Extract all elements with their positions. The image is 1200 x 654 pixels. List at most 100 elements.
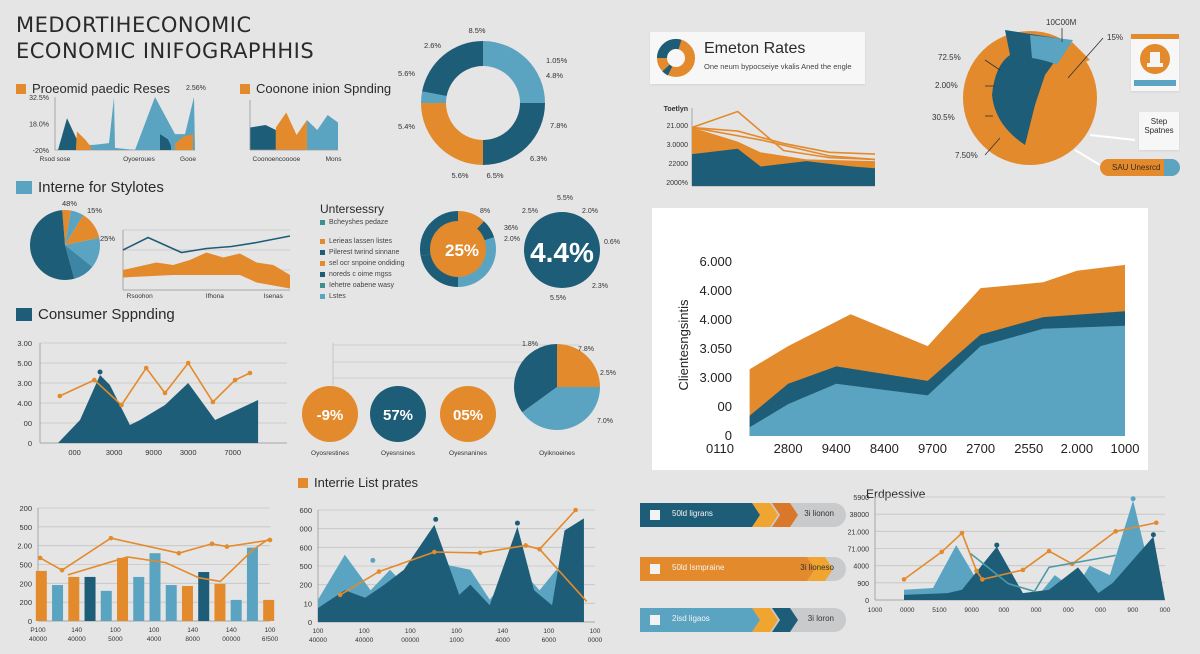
legend-label: Lstes	[329, 293, 346, 300]
donut-icon	[656, 38, 695, 77]
data-label: 2.5%	[522, 208, 538, 215]
leader-line	[1074, 149, 1101, 166]
area-series	[160, 134, 171, 150]
center-value: 4.4%	[530, 237, 594, 268]
data-point	[514, 520, 520, 526]
data-label: 5.5%	[550, 295, 566, 302]
data-label: 72.5%	[938, 53, 961, 62]
y-tick-label: 600	[299, 543, 312, 552]
data-point	[92, 377, 97, 383]
pill-label: SAU Unesrcd	[1112, 163, 1161, 172]
arrow-label: 2isd ligaos	[672, 614, 710, 623]
data-label: 7.8%	[550, 121, 567, 130]
data-label: 2.00%	[935, 81, 958, 90]
section-label: Coonone inion Spnding	[256, 81, 392, 96]
donut-center	[430, 221, 486, 277]
x-tick-label: 9000	[964, 607, 979, 614]
data-label: 10C00M	[1046, 18, 1077, 27]
data-point	[1130, 496, 1136, 502]
bar	[246, 547, 258, 621]
pie-slice	[1050, 42, 1090, 75]
kpi-value: 05%	[453, 407, 483, 424]
pie-slice	[30, 210, 75, 280]
leader-line	[1067, 37, 1104, 79]
y-tick-label: 10	[304, 599, 312, 608]
y-tick-label: 600	[299, 506, 312, 515]
x-tick-label: 000	[1031, 607, 1042, 614]
area-series	[250, 125, 276, 150]
x-tick-label: 3000	[180, 448, 197, 457]
bar	[117, 557, 129, 621]
data-point	[980, 577, 985, 582]
bar	[198, 572, 210, 621]
x-tick-label: 000	[1160, 607, 1171, 614]
kpi-caption: Oyesnanines	[449, 450, 488, 457]
legend-swatch	[320, 283, 325, 288]
pie-slice	[522, 387, 600, 431]
y-tick-label: 18.0%	[29, 122, 49, 129]
y-tick-label: 500	[19, 523, 32, 532]
data-point	[477, 550, 483, 556]
data-point	[1046, 548, 1052, 554]
x-tick-label: 00000	[401, 637, 419, 644]
x-tick-label: 2.000	[1061, 441, 1094, 456]
data-label: 5.5%	[557, 195, 573, 202]
kpi-value: -9%	[317, 407, 344, 424]
data-point	[1154, 520, 1159, 526]
y-axis-label: Clientesngsintis	[676, 299, 691, 391]
emeton-rates-card: Emeton Rates One neum bypocseiye vkalis …	[650, 32, 865, 84]
x-tick-label: Gooe	[180, 156, 196, 163]
section-consumer: Consumer Sppnding	[16, 306, 175, 323]
arrow-bar: 50ld Ismpraine 3i lioneso	[640, 557, 846, 581]
x-tick-label: 7000	[224, 448, 241, 457]
legend-swatch	[16, 83, 26, 94]
data-point	[573, 507, 578, 513]
legend-item: Iehetre oabene wasy	[320, 280, 405, 291]
y-tick-label: 2.00	[17, 542, 32, 551]
kpi-value: 57%	[383, 407, 413, 424]
bar	[181, 585, 193, 621]
data-point	[185, 360, 191, 366]
x-tick-label: 1000	[1111, 441, 1140, 456]
x-tick-label: 9400	[822, 441, 851, 456]
x-tick-label: 1000	[868, 607, 883, 614]
section-label: Proeomid paedic Reses	[32, 81, 171, 96]
arrow-bar: 50ld ligrans 3i lionon	[640, 503, 846, 527]
legend-label: Iehetre oabene wasy	[329, 282, 394, 289]
area-series	[76, 131, 91, 150]
y-tick-label: 200	[19, 579, 32, 588]
legend-item: sel ocr snpoine ondiding	[320, 258, 405, 269]
section-label: Interrie List prates	[314, 475, 419, 490]
section-coonone: Coonone inion Spnding	[240, 81, 391, 96]
legend-swatch	[16, 308, 32, 321]
legend-item: Lerieas lassen listes	[320, 236, 405, 247]
data-label: 15%	[1107, 33, 1123, 42]
y-tick-label: 4.000	[699, 283, 732, 298]
data-point	[162, 390, 168, 396]
section-erdpessive: Erdpessive	[866, 487, 925, 501]
area-series	[306, 115, 338, 150]
y-tick-label: 5.00	[17, 359, 32, 368]
center-value: 25%	[445, 241, 479, 260]
y-tick-label: 21.000	[848, 529, 870, 536]
x-tick-label: 000	[998, 607, 1009, 614]
pie-slice	[65, 237, 100, 267]
data-point	[1150, 532, 1156, 538]
data-point	[37, 555, 43, 561]
data-label: 8.5%	[468, 26, 485, 35]
bar	[84, 576, 96, 621]
data-label: 2.0%	[582, 208, 598, 215]
line-series	[691, 110, 876, 161]
data-label: 15%	[87, 206, 102, 215]
x-tick-label: 5000	[108, 636, 123, 643]
y-tick-label: 200	[19, 598, 32, 607]
bar	[52, 585, 64, 621]
y-tick-label: 3.00	[17, 339, 32, 348]
line-series	[970, 553, 1116, 593]
bar	[133, 576, 145, 621]
arrow-main	[640, 608, 760, 632]
legend-swatch	[320, 261, 325, 266]
section-label: Interne for Stylotes	[38, 179, 164, 196]
y-tick-label: 0	[865, 598, 869, 605]
